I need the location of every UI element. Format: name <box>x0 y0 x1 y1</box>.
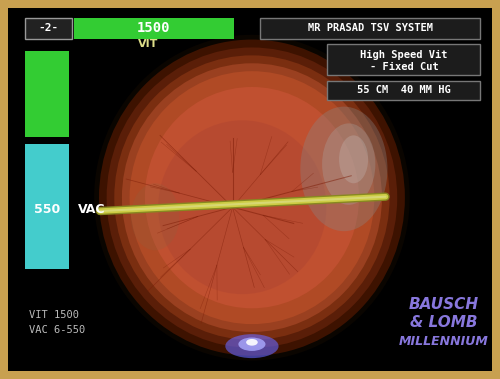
Text: 1500: 1500 <box>136 21 170 35</box>
Ellipse shape <box>246 339 258 346</box>
Bar <box>328 81 480 100</box>
Text: BAUSCH: BAUSCH <box>408 298 478 312</box>
Ellipse shape <box>145 87 359 308</box>
Text: MR PRASAD TSV SYSTEM: MR PRASAD TSV SYSTEM <box>308 23 432 33</box>
Text: & LOMB: & LOMB <box>410 315 478 330</box>
Text: VAC: VAC <box>78 203 105 216</box>
Ellipse shape <box>238 338 266 351</box>
Text: MILLENNIUM: MILLENNIUM <box>398 335 488 348</box>
Text: High Speed Vit: High Speed Vit <box>360 50 448 60</box>
Text: - Fixed Cut: - Fixed Cut <box>370 63 438 72</box>
Bar <box>328 44 480 75</box>
Text: 550: 550 <box>34 203 60 216</box>
Ellipse shape <box>114 55 390 340</box>
Bar <box>260 17 480 39</box>
Text: VAC 6-550: VAC 6-550 <box>30 325 86 335</box>
Bar <box>26 17 72 39</box>
Ellipse shape <box>106 47 397 348</box>
Ellipse shape <box>122 63 382 332</box>
Ellipse shape <box>131 183 180 251</box>
Text: VIT 1500: VIT 1500 <box>30 310 80 319</box>
Text: VIT: VIT <box>138 39 158 49</box>
Ellipse shape <box>94 35 410 360</box>
Ellipse shape <box>99 39 405 356</box>
Ellipse shape <box>322 124 376 205</box>
Ellipse shape <box>339 135 368 183</box>
Bar <box>26 144 69 269</box>
Ellipse shape <box>130 71 374 324</box>
Ellipse shape <box>226 334 278 358</box>
Text: -2-: -2- <box>38 23 59 33</box>
Bar <box>26 51 69 137</box>
Ellipse shape <box>158 120 326 294</box>
Text: 55 CM  40 MM HG: 55 CM 40 MM HG <box>357 85 451 96</box>
Ellipse shape <box>300 106 388 231</box>
Bar <box>74 17 234 39</box>
